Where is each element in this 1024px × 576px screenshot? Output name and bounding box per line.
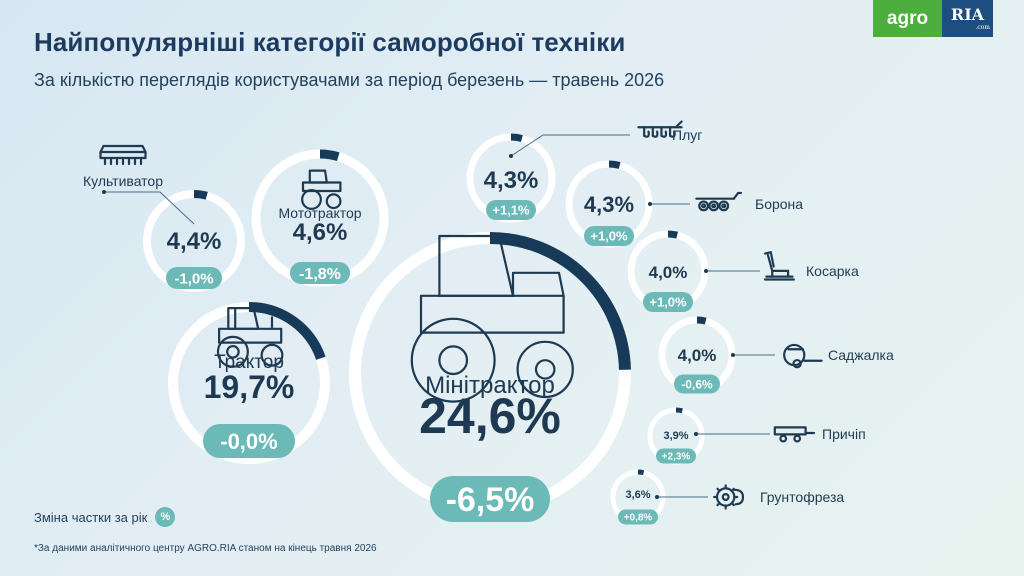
minitractor-icon <box>410 234 574 403</box>
category-name: Мототрактор <box>278 205 361 221</box>
change-badge <box>203 424 295 458</box>
mower-icon <box>763 251 795 281</box>
bubble-planter: Саджалка 4,0% -0,6% <box>658 316 894 394</box>
value-label: 4,0% <box>649 263 688 282</box>
value-label: 24,6% <box>419 388 561 444</box>
share-arc <box>658 316 736 394</box>
legend-label: Зміна частки за рік <box>34 509 148 525</box>
change-badge <box>656 448 696 464</box>
chart-subtitle: За кількістю переглядів користувачами за… <box>34 70 665 90</box>
value-label: 3,6% <box>625 489 650 501</box>
category-name: Культиватор <box>83 173 163 189</box>
change-badge <box>290 262 350 284</box>
tractor-icon <box>216 307 284 368</box>
category-name: Плуг <box>672 127 702 143</box>
change-badge <box>584 226 634 246</box>
change-label: -1,8% <box>299 266 341 283</box>
bubble-mower: Косарка 4,0% +1,0% <box>627 230 859 312</box>
bubble-cultivator: Культиватор 4,4% -1,0% <box>83 144 245 292</box>
connector-dot <box>694 432 698 436</box>
share-arc <box>565 160 653 248</box>
plough-icon <box>637 120 683 138</box>
change-label: -6,5% <box>446 481 535 519</box>
connector-dot <box>704 269 708 273</box>
category-name: Косарка <box>806 263 859 279</box>
share-arc <box>647 407 705 465</box>
connector-dot <box>509 154 513 158</box>
change-badge <box>674 374 720 394</box>
value-label: 3,9% <box>663 430 688 442</box>
trailer-icon <box>773 426 816 443</box>
share-arc <box>610 469 666 525</box>
mototractor-icon <box>301 169 342 210</box>
category-name: Саджалка <box>828 347 894 363</box>
logo-agro: agro <box>873 0 942 37</box>
value-label: 4,3% <box>584 192 634 217</box>
rotary-tiller-icon <box>713 484 745 510</box>
connector-line <box>510 134 630 157</box>
agroria-logo: agro RIA .com <box>873 0 993 37</box>
change-badge <box>618 509 658 525</box>
change-label: +1,0% <box>649 295 687 310</box>
legend-badge: % <box>155 507 176 527</box>
cultivator-icon <box>99 144 147 166</box>
harrow-icon <box>695 191 743 212</box>
change-badge <box>430 476 550 522</box>
value-label: 4,4% <box>167 228 222 255</box>
planter-icon <box>783 343 823 369</box>
change-badge <box>643 292 693 312</box>
legend: Зміна частки за рік % <box>34 507 176 527</box>
connector-line <box>104 191 195 225</box>
share-arc <box>627 230 709 312</box>
connector-dot <box>102 190 106 194</box>
category-name: Борона <box>755 196 803 212</box>
bubble-plough: Плуг 4,3% +1,1% <box>466 120 702 223</box>
share-arc <box>349 232 631 514</box>
change-label: +1,1% <box>492 203 530 218</box>
connector-dot <box>655 495 659 499</box>
connector-dot <box>648 202 652 206</box>
logo-ria-text: RIA <box>950 4 985 24</box>
bubble-rotary-tiller: Грунтофреза 3,6% +0,8% <box>610 469 844 525</box>
value-label: 19,7% <box>204 369 295 405</box>
change-label: +2,3% <box>662 452 691 463</box>
category-name: Причіп <box>822 426 866 442</box>
change-label: +0,8% <box>624 513 653 524</box>
category-name: Мінітрактор <box>425 372 555 399</box>
footnote: *За даними аналітичного центру AGRO.RIA … <box>34 543 377 554</box>
logo-ria-suffix: .com <box>975 23 990 31</box>
share-arc <box>466 133 556 223</box>
chart-title: Найпопулярніші категорії саморобної техн… <box>34 27 626 57</box>
value-label: 4,0% <box>678 346 717 365</box>
change-label: -0,6% <box>681 377 713 391</box>
connector-dot <box>731 353 735 357</box>
category-name: Трактор <box>214 352 284 373</box>
change-label: -0,0% <box>220 429 277 454</box>
change-label: +1,0% <box>590 229 628 244</box>
change-label: -1,0% <box>174 270 213 287</box>
value-label: 4,6% <box>293 219 348 246</box>
change-badge <box>166 267 222 289</box>
share-arc <box>143 190 245 292</box>
share-arc <box>251 149 389 287</box>
bubble-trailer: Причіп 3,9% +2,3% <box>647 407 866 465</box>
bubble-harrow: Борона 4,3% +1,0% <box>565 160 803 248</box>
logo-ria: RIA .com <box>942 0 993 37</box>
change-badge <box>486 200 536 220</box>
category-name: Грунтофреза <box>760 489 844 505</box>
value-label: 4,3% <box>484 167 539 194</box>
